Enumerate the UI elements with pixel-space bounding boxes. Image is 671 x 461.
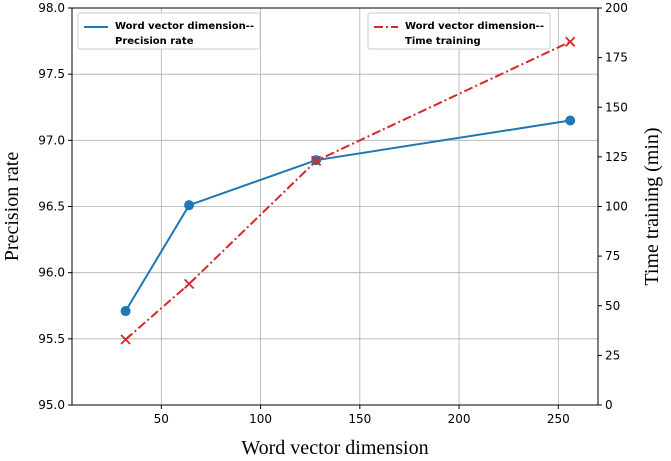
- legend-label-line2: Precision rate: [115, 36, 194, 47]
- data-point-time: [183, 278, 195, 290]
- legend-precision: Word vector dimension-- Precision rate: [77, 12, 261, 50]
- axes: 50 100 150 200 25095.095.596.096.597.097.598…: [38, 1, 628, 426]
- y-left-tick-label: 97.5: [38, 67, 65, 81]
- data-point-precision: [120, 306, 131, 317]
- x-tick-label: 250: [547, 412, 570, 426]
- y-left-tick-label: 97.0: [38, 133, 65, 147]
- y-right-tick-label: 200: [605, 1, 628, 15]
- y-left-tick-label: 96.0: [38, 266, 65, 280]
- legend-label-line1: Word vector dimension--: [405, 21, 544, 32]
- data-point-time: [311, 155, 322, 166]
- series-layer: [120, 36, 576, 345]
- legend-time: Word vector dimension-- Time training: [367, 12, 551, 50]
- y-right-tick-label: 125: [605, 150, 628, 164]
- legends: Word vector dimension--Precision rateWor…: [77, 12, 551, 50]
- data-point-time: [120, 334, 131, 345]
- y-left-tick-label: 95.5: [38, 332, 65, 346]
- x-axis-title: Word vector dimension: [241, 437, 428, 459]
- legend-box: [77, 12, 261, 50]
- y-right-tick-label: 0: [605, 398, 613, 412]
- series-line-precision: [124, 119, 571, 312]
- x-tick-label: 50: [154, 412, 169, 426]
- y-right-tick-label: 150: [605, 100, 628, 114]
- y-right-tick-label: 50: [605, 299, 620, 313]
- series-line-time: [124, 40, 571, 341]
- y-right-tick-label: 25: [605, 348, 620, 362]
- x-tick-label: 150: [348, 412, 371, 426]
- data-point-precision: [184, 200, 195, 211]
- x-tick-label: 200: [448, 412, 471, 426]
- y-left-tick-label: 96.5: [38, 200, 65, 214]
- y-left-tick-label: 95.0: [38, 398, 65, 412]
- x-tick-label: 100: [249, 412, 272, 426]
- data-point-precision: [565, 115, 576, 126]
- legend-label-line2: Time training: [405, 36, 481, 47]
- data-point-time: [565, 36, 576, 47]
- y-right-tick-label: 175: [605, 51, 628, 65]
- y-right-tick-label: 75: [605, 249, 620, 263]
- y-axis-left-title: Precision rate: [1, 152, 23, 262]
- legend-box: [367, 12, 551, 50]
- y-axis-right-title: Time training (min): [641, 127, 663, 285]
- legend-label-line1: Word vector dimension--: [115, 21, 254, 32]
- y-right-tick-label: 100: [605, 200, 628, 214]
- y-left-tick-label: 98.0: [38, 1, 65, 15]
